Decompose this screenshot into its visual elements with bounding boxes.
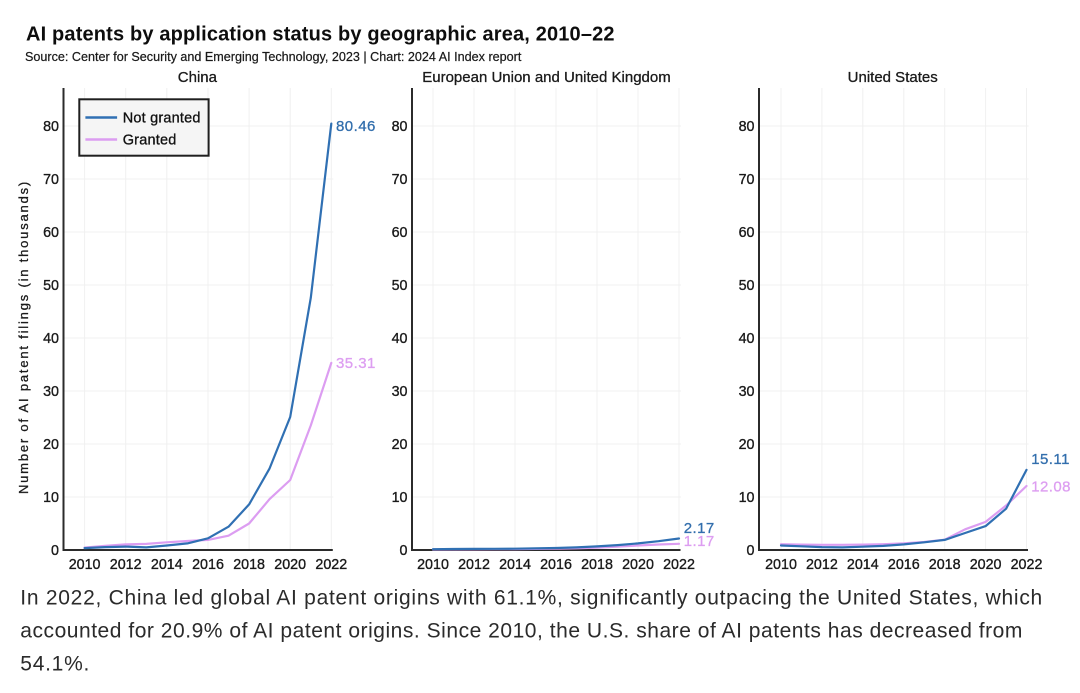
svg-text:50: 50 <box>43 278 59 294</box>
svg-text:2012: 2012 <box>458 557 490 573</box>
svg-text:2012: 2012 <box>110 557 142 573</box>
svg-text:40: 40 <box>739 331 755 347</box>
svg-text:2010: 2010 <box>417 557 449 573</box>
svg-text:2.17: 2.17 <box>684 520 715 537</box>
svg-text:2016: 2016 <box>888 557 920 573</box>
svg-text:Not granted: Not granted <box>123 111 201 127</box>
svg-text:70: 70 <box>43 172 59 188</box>
svg-text:10: 10 <box>392 490 408 506</box>
svg-text:80: 80 <box>43 119 59 135</box>
svg-text:Granted: Granted <box>123 133 177 149</box>
svg-text:2022: 2022 <box>315 557 347 573</box>
svg-text:60: 60 <box>392 225 408 241</box>
svg-text:35.31: 35.31 <box>336 355 376 372</box>
svg-text:20: 20 <box>392 437 408 453</box>
svg-text:2022: 2022 <box>663 557 695 573</box>
svg-text:In 2022, China led global AI p: In 2022, China led global AI patent orig… <box>20 586 1043 609</box>
svg-text:80: 80 <box>392 119 408 135</box>
svg-text:10: 10 <box>739 490 755 506</box>
svg-text:2022: 2022 <box>1011 557 1043 573</box>
svg-text:2020: 2020 <box>622 557 654 573</box>
svg-text:2018: 2018 <box>233 557 265 573</box>
svg-text:2012: 2012 <box>806 557 838 573</box>
svg-text:80.46: 80.46 <box>336 118 376 135</box>
svg-text:2020: 2020 <box>970 557 1002 573</box>
svg-text:54.1%.: 54.1%. <box>20 652 90 675</box>
svg-text:80: 80 <box>739 119 755 135</box>
svg-text:China: China <box>178 69 218 86</box>
svg-text:15.11: 15.11 <box>1031 451 1070 468</box>
svg-text:40: 40 <box>43 331 59 347</box>
svg-text:10: 10 <box>43 490 59 506</box>
svg-text:70: 70 <box>392 172 408 188</box>
svg-text:2014: 2014 <box>847 557 879 573</box>
svg-text:0: 0 <box>51 543 59 559</box>
svg-text:70: 70 <box>739 172 755 188</box>
svg-text:European Union and United King: European Union and United Kingdom <box>422 69 671 86</box>
svg-text:2016: 2016 <box>540 557 572 573</box>
svg-text:40: 40 <box>392 331 408 347</box>
svg-text:2010: 2010 <box>765 557 797 573</box>
svg-text:2020: 2020 <box>274 557 306 573</box>
svg-text:30: 30 <box>739 384 755 400</box>
svg-text:United States: United States <box>848 69 938 86</box>
svg-text:2014: 2014 <box>499 557 531 573</box>
svg-text:50: 50 <box>392 278 408 294</box>
svg-text:1.17: 1.17 <box>684 533 715 550</box>
svg-text:2018: 2018 <box>581 557 613 573</box>
svg-text:20: 20 <box>739 437 755 453</box>
svg-text:30: 30 <box>392 384 408 400</box>
svg-text:60: 60 <box>739 225 755 241</box>
svg-text:2014: 2014 <box>151 557 183 573</box>
svg-text:60: 60 <box>43 225 59 241</box>
svg-text:2010: 2010 <box>69 557 101 573</box>
svg-text:20: 20 <box>43 437 59 453</box>
svg-text:AI patents by application stat: AI patents by application status by geog… <box>26 24 615 46</box>
svg-text:12.08: 12.08 <box>1031 478 1071 495</box>
svg-text:Number of AI patent filings (i: Number of AI patent filings (in thousand… <box>16 180 31 494</box>
svg-text:50: 50 <box>739 278 755 294</box>
svg-text:0: 0 <box>747 543 755 559</box>
svg-text:0: 0 <box>400 543 408 559</box>
svg-text:2016: 2016 <box>192 557 224 573</box>
svg-text:Source: Center for Security an: Source: Center for Security and Emerging… <box>25 50 522 64</box>
svg-text:30: 30 <box>43 384 59 400</box>
svg-text:accounted for 20.9% of AI pate: accounted for 20.9% of AI patent origins… <box>20 619 1023 642</box>
svg-text:2018: 2018 <box>929 557 961 573</box>
